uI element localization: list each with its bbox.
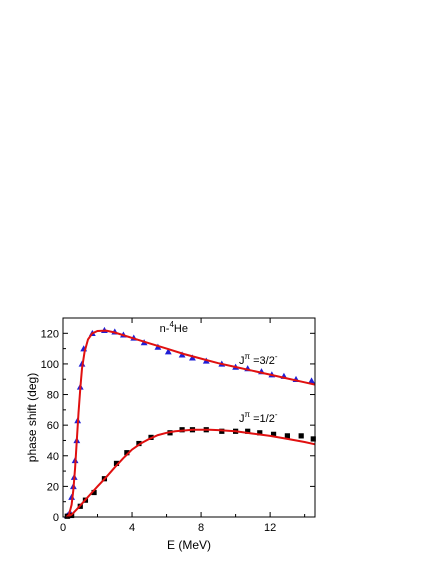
triangle-point (308, 377, 315, 384)
square-point (257, 430, 263, 436)
x-tick-label: 0 (60, 522, 66, 534)
triangle-point (164, 348, 172, 355)
x-tick-label: 12 (264, 522, 276, 534)
x-tick-label: 4 (129, 522, 135, 534)
j-1-2-label: Jπ =1/2- (239, 410, 278, 425)
x-tick-label: 8 (198, 522, 204, 534)
square-point (124, 450, 130, 456)
y-tick-label: 100 (41, 359, 59, 371)
square-point (310, 436, 316, 442)
y-tick-label: 20 (47, 481, 59, 493)
y-tick-label: 120 (41, 328, 59, 340)
plot-frame (62, 317, 316, 518)
y-tick-label: 0 (53, 512, 59, 524)
square-point (91, 489, 97, 496)
j32-fit-line (65, 329, 316, 518)
square-point (245, 428, 251, 434)
triangle-point (189, 354, 196, 361)
y-tick-label: 60 (47, 420, 59, 432)
y-tick-label: 80 (47, 390, 59, 402)
j-3-2-label: Jπ =3/2- (239, 352, 278, 367)
y-axis-label: phase shift (deg) (25, 373, 39, 462)
y-tick-label: 40 (47, 451, 59, 463)
x-axis-label: E (MeV) (167, 538, 211, 552)
square-point (270, 431, 277, 437)
square-point (284, 433, 290, 439)
square-point (113, 460, 120, 467)
j12-fit-line (66, 428, 316, 518)
plot-layer (63, 326, 316, 519)
system-label: n-4He (160, 320, 188, 335)
square-point (298, 433, 304, 439)
